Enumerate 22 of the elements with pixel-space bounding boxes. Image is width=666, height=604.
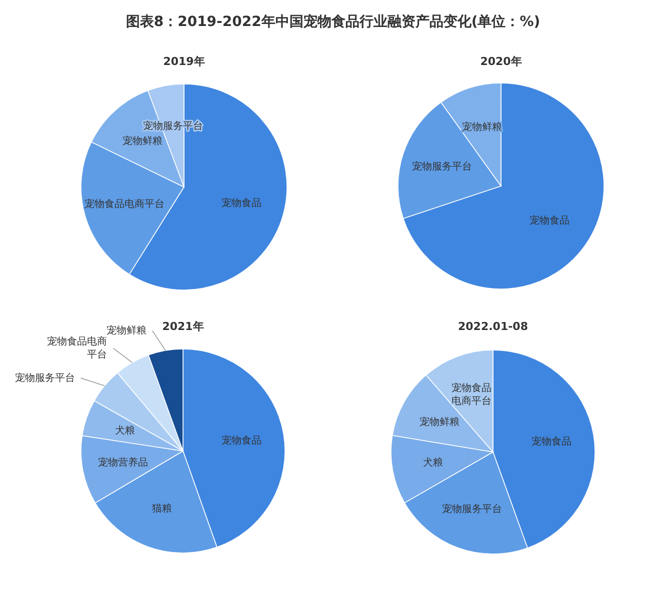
chart-title: 2022.01-08 bbox=[458, 320, 528, 334]
text: 图表8：2019-2022年中国宠物食品行业融资产品变化(单位：%) bbox=[126, 12, 540, 30]
slice-label: 宠物服务平台 bbox=[412, 160, 472, 173]
slice-label: 宠物食品 bbox=[221, 197, 262, 210]
slice-label: 宠物食品电商平台 bbox=[47, 335, 108, 360]
slice-label: 宠物服务平台 bbox=[14, 372, 75, 384]
slice-label: 宠物食品 bbox=[529, 214, 570, 227]
slice-label: 宠物食品电商平台 bbox=[84, 198, 165, 210]
slice-label: 犬粮 bbox=[422, 456, 443, 469]
slice-label: 宠物鲜粮 bbox=[420, 416, 460, 428]
chart-title: 2020年 bbox=[480, 55, 522, 68]
slice-label: 宠物食品 bbox=[221, 434, 262, 447]
slice-label: 宠物营养品 bbox=[98, 456, 148, 468]
slice-label: 宠物食品 bbox=[531, 436, 572, 448]
slice-label: 宠物鲜粮 bbox=[106, 324, 146, 336]
chart-title: 2021年 bbox=[162, 320, 204, 334]
chart-title: 2019年 bbox=[163, 55, 205, 68]
slice-label: 宠物鲜粮 bbox=[122, 135, 162, 148]
slice-label: 宠物服务平台 bbox=[442, 503, 502, 516]
slice-label: 犬粮 bbox=[115, 424, 136, 437]
slice-label: 猫粮 bbox=[152, 502, 172, 514]
slice-label: 宠物食品电商平台 bbox=[452, 382, 492, 407]
